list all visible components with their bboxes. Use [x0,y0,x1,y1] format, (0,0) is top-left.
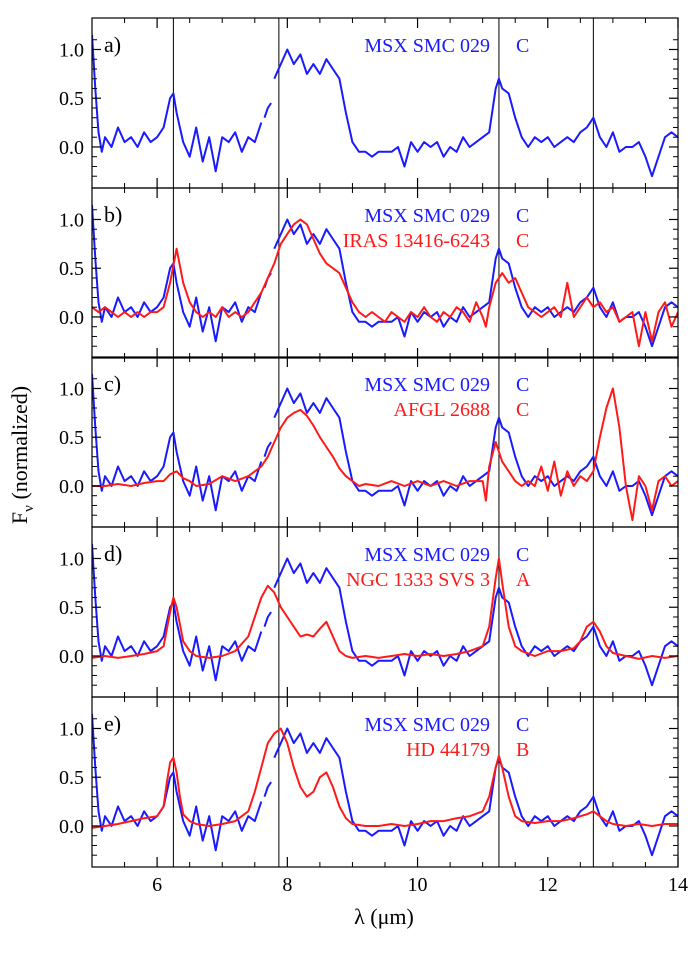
y-tick-label: 0.0 [59,476,84,498]
x-tick-label: 8 [282,874,292,896]
y-tick-label: 0.0 [59,816,84,838]
y-tick-label: 0.0 [59,646,84,668]
source-name-label: HD 44179 [406,739,490,761]
x-tick-label: 6 [152,874,162,896]
source-name-label: AFGL 2688 [394,399,490,421]
blue-spectrum-line [263,102,272,119]
y-tick-label: 0.5 [59,767,84,789]
red-spectrum-line [92,387,678,522]
source-type-label: C [516,205,529,227]
y-tick-label: 0.5 [59,258,84,280]
plot-area [92,357,678,527]
x-axis-label: λ (μm) [354,904,414,929]
blue-spectrum-line [92,204,263,343]
red-spectrum-line [92,218,678,348]
blue-spectrum-line [263,781,272,798]
x-tick-label: 12 [538,874,558,896]
source-type-label: C [516,374,529,396]
panel-label: a) [104,32,121,57]
panel-c: 0.0 0.5 1.0 c) MSX SMC 029 C AFGL 2688 C [59,356,679,528]
y-tick-label: 1.0 [59,548,84,570]
panel-a: 0.0 0.5 1.0 a) MSX SMC 029 C [59,17,679,189]
source-type-label: C [516,714,529,736]
blue-spectrum-line [263,441,272,458]
source-type-label: C [516,544,529,566]
blue-spectrum-line [92,34,263,173]
plot-area [92,18,678,188]
source-type-label: C [516,35,529,57]
y-tick-label: 0.0 [59,137,84,159]
blue-spectrum-line [273,727,678,857]
plot-area [92,697,678,867]
source-name-label: NGC 1333 SVS 3 [346,569,490,591]
panel-label: b) [104,202,122,227]
plot-area [92,188,678,358]
blue-spectrum-line [263,611,272,628]
panel-b: 0.0 0.5 1.0 b) MSX SMC 029 C IRAS 13416-6243 C [59,187,679,359]
red-spectrum-line [92,557,678,660]
source-type-label: A [516,569,531,591]
blue-spectrum-line [273,387,678,517]
source-name-label: MSX SMC 029 [364,205,490,227]
y-axis-label: Fν (normalized) [7,386,37,524]
source-name-label: MSX SMC 029 [364,374,490,396]
x-tick-label: 14 [668,874,688,896]
panel-label: d) [104,541,122,566]
y-tick-label: 0.5 [59,597,84,619]
y-tick-label: 1.0 [59,378,84,400]
y-tick-label: 1.0 [59,209,84,231]
plot-area [92,527,678,697]
blue-spectrum-line [273,48,678,178]
source-name-label: MSX SMC 029 [364,35,490,57]
source-type-label: B [516,739,529,761]
y-tick-label: 0.5 [59,88,84,110]
y-tick-label: 1.0 [59,718,84,740]
panel-label: c) [104,371,121,396]
source-name-label: MSX SMC 029 [364,714,490,736]
y-tick-label: 0.0 [59,307,84,329]
source-name-label: MSX SMC 029 [364,544,490,566]
panel-e: 0.0 0.5 1.0 6 8 10 12 14 e) MSX SMC 029 C HD 44179 B [59,696,688,896]
red-spectrum-line [92,727,678,829]
source-type-label: C [516,230,529,252]
panel-label: e) [104,711,121,736]
x-tick-label: 10 [408,874,428,896]
panel-d: 0.0 0.5 1.0 d) MSX SMC 029 C NGC 1333 SVS 3 A [59,526,679,698]
y-tick-label: 1.0 [59,39,84,61]
source-type-label: C [516,399,529,421]
y-tick-label: 0.5 [59,427,84,449]
source-name-label: IRAS 13416-6243 [343,230,490,252]
